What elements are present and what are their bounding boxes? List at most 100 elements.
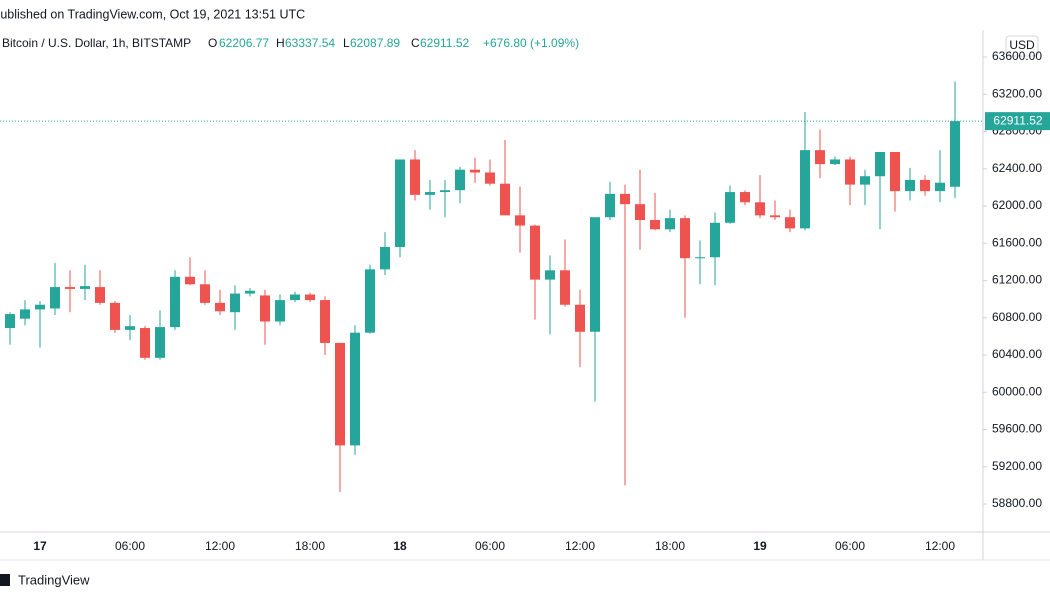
candle-body [560,270,570,305]
candle-body [185,276,195,285]
y-tick-label: 59200.00 [992,459,1042,473]
x-tick-label: 18:00 [295,539,325,553]
candle-body [785,217,795,229]
candle-body [695,257,705,259]
candle-body [500,183,510,216]
candle-body [575,304,585,332]
x-tick-label: 19 [753,539,767,553]
candle-body [110,302,120,330]
candle-body [50,287,60,309]
candle-body [455,169,465,191]
published-note: Published on TradingView.com, Oct 19, 20… [0,7,305,21]
candle-body [380,247,390,270]
candle-body [635,204,645,220]
candle-body [140,328,150,358]
candle-body [845,159,855,185]
ohlc-label: C [411,36,420,50]
candle-body [590,217,600,332]
candle-body [35,304,45,310]
ohlc-value: 62206.77 [219,36,269,50]
candle-body [80,286,90,289]
candle-body [620,193,630,205]
candle-body [935,182,945,192]
y-tick-label: 60400.00 [992,347,1042,361]
y-tick-label: 61600.00 [992,235,1042,249]
x-tick-label: 12:00 [205,539,235,553]
candle-body [920,179,930,192]
y-tick-label: 62400.00 [992,161,1042,175]
candle-body [395,159,405,248]
candle-body [20,309,30,319]
candle-body [425,192,435,195]
candle-body [125,326,135,330]
last-price-box [985,112,1050,131]
candle-body [665,218,675,230]
ohlc-value: 63337.54 [285,36,335,50]
y-tick-label: 63600.00 [992,49,1042,63]
x-tick-label: 18:00 [655,539,685,553]
ohlc-value: 62911.52 [420,36,469,50]
candle-body [245,290,255,294]
brand-logo [0,574,10,586]
candle-body [320,300,330,343]
symbol-title: Bitcoin / U.S. Dollar, 1h, BITSTAMP [2,36,191,50]
candle-body [650,219,660,230]
candle-body [680,218,690,259]
candle-body [155,327,165,358]
candle-body [605,193,615,218]
candle-body [890,152,900,192]
y-tick-label: 58800.00 [992,496,1042,510]
ohlc-label: O [208,36,217,50]
candle-body [230,293,240,313]
ohlc-label: L [343,36,350,50]
last-price-label: 62911.52 [993,113,1042,127]
x-tick-label: 06:00 [475,539,505,553]
brand: TradingView [0,572,90,587]
candle-body [725,192,735,223]
x-tick-label: 12:00 [565,539,595,553]
candle-body [275,300,285,322]
candle-body [5,314,15,329]
y-tick-label: 60000.00 [992,384,1042,398]
candle-body [530,225,540,280]
currency[interactable]: USD [1009,38,1035,52]
x-tick-label: 12:00 [925,539,955,553]
x-tick-label: 17 [33,539,47,553]
candle-body [305,294,315,301]
candle-body [515,215,525,226]
y-tick-label: 61200.00 [992,273,1042,287]
candle-body [260,295,270,322]
change: +676.80 (+1.09%) [483,36,579,50]
candle-body [365,269,375,333]
header: Bitcoin / U.S. Dollar, 1h, BITSTAMP O 62… [2,36,579,50]
candle-body [905,179,915,192]
candle-body [65,287,75,289]
candle-body [815,150,825,165]
candle-body [335,342,345,446]
x-tick-label: 06:00 [835,539,865,553]
candle-body [290,294,300,301]
candle-body [950,121,960,187]
candle-body [545,270,555,280]
candle-body [485,172,495,184]
candle-body [170,276,180,328]
ohlc-label: H [276,36,285,50]
x-tick-label: 06:00 [115,539,145,553]
candle-body [215,302,225,312]
y-tick-label: 60800.00 [992,310,1042,324]
candle-body [470,169,480,173]
currency-button[interactable] [1005,35,1039,57]
candle-body [800,150,810,229]
candle-body [440,190,450,193]
ohlc-value: 62087.89 [350,36,400,50]
candle-body [710,222,720,258]
candle-body [200,284,210,303]
candle-body [860,176,870,185]
candle-body [740,192,750,203]
brand-name: TradingView [18,572,90,587]
candle-body [830,159,840,165]
candle-body [95,287,105,303]
candle-body [875,152,885,177]
